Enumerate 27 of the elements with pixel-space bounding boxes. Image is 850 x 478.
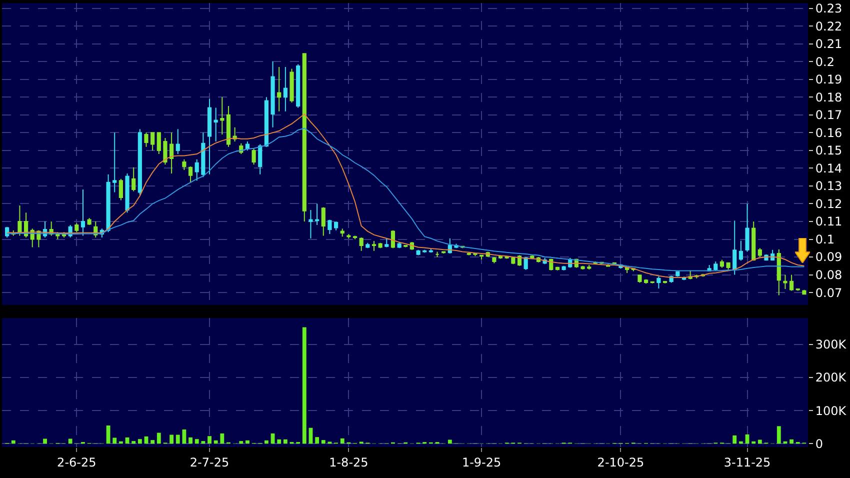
x-tick-label: 2-7-25 xyxy=(190,455,230,470)
y-tick-label: 0.16 xyxy=(815,126,842,140)
x-tick-label: 2-6-25 xyxy=(57,455,96,470)
y-tick-label: 0.11 xyxy=(815,214,842,229)
x-tick-label: 1-8-25 xyxy=(329,455,368,470)
x-tick-label: 1-9-25 xyxy=(462,455,502,470)
y-tick-label: 200K xyxy=(815,370,848,385)
y-tick-label: 0.22 xyxy=(815,19,842,34)
y-tick-label: 0.23 xyxy=(815,2,842,16)
y-tick-label: 0.21 xyxy=(815,37,842,52)
y-tick-label: 0.15 xyxy=(815,144,842,158)
y-tick-label: 100K xyxy=(815,404,848,418)
y-tick-label: 0.09 xyxy=(815,250,842,264)
y-tick-label: 0.07 xyxy=(815,286,842,300)
y-tick-label: 0.12 xyxy=(815,196,842,211)
y-tick-label: 0.08 xyxy=(815,268,842,282)
y-tick-label: 0 xyxy=(815,436,824,451)
y-tick-label: 0.14 xyxy=(815,161,842,176)
x-tick-label: 3-11-25 xyxy=(724,455,771,470)
y-tick-label: 0.1 xyxy=(815,232,834,246)
y-tick-label: 0.13 xyxy=(815,179,842,194)
y-tick-label: 0.18 xyxy=(815,90,842,104)
y-tick-label: 300K xyxy=(815,338,848,352)
y-tick-label: 0.2 xyxy=(815,54,834,69)
y-tick-label: 0.19 xyxy=(815,72,842,87)
x-tick-label: 2-10-25 xyxy=(597,455,644,470)
y-tick-label: 0.17 xyxy=(815,108,842,122)
